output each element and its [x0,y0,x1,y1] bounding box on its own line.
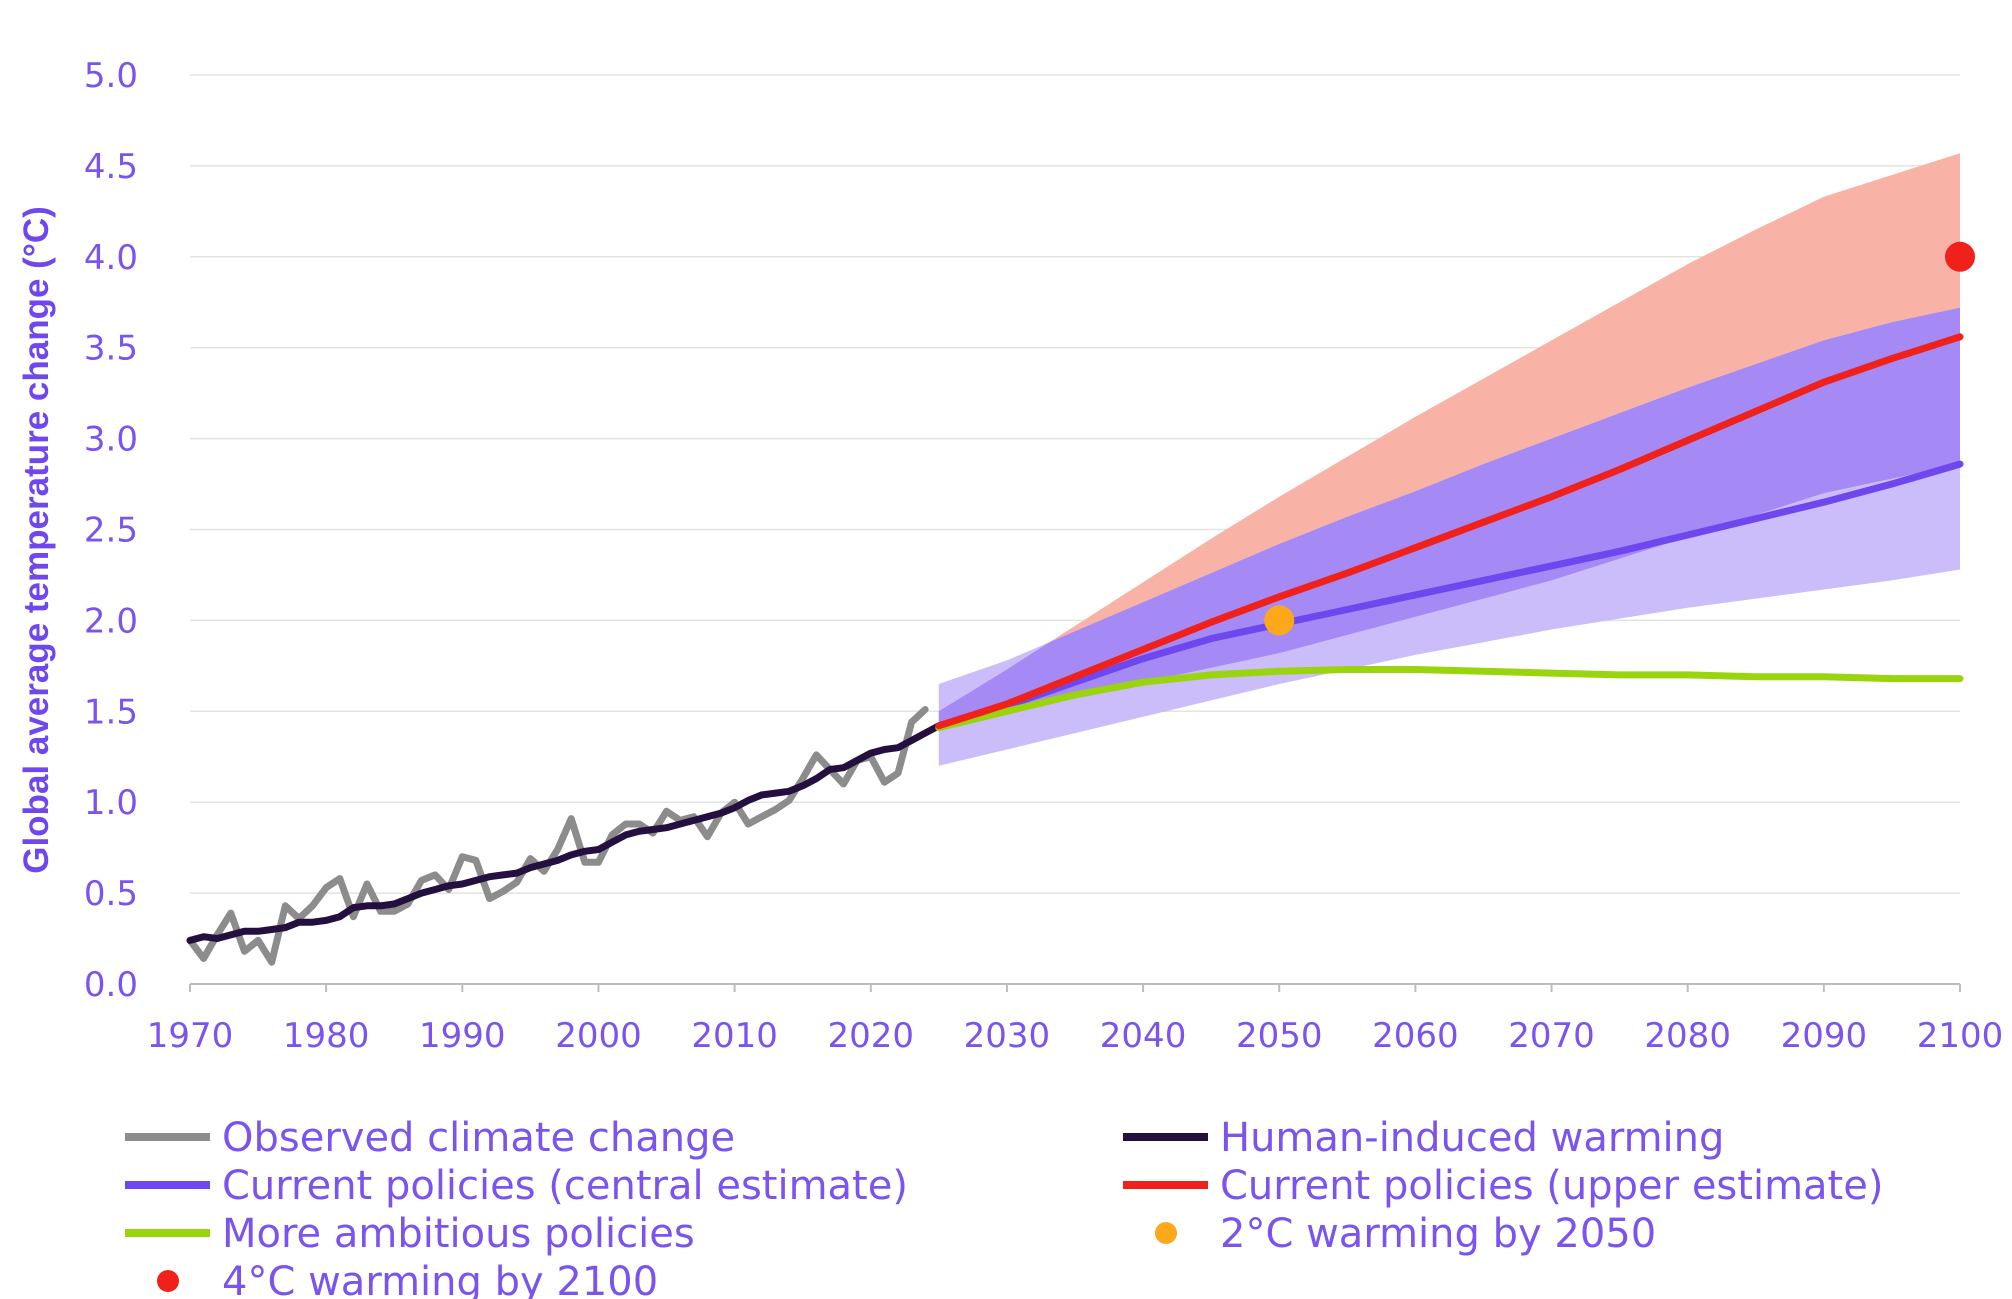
x-tick-label: 1990 [419,1016,506,1056]
x-tick-label: 2050 [1236,1016,1323,1056]
legend-label: More ambitious policies [222,1211,695,1257]
x-tick-label: 2020 [828,1016,915,1056]
x-tick-label: 1970 [147,1016,234,1056]
y-tick-label: 4.5 [84,147,138,187]
legend-label: Current policies (central estimate) [222,1163,908,1209]
legend-label: Current policies (upper estimate) [1220,1163,1883,1209]
x-tick-label: 2030 [964,1016,1051,1056]
x-tick-label: 2080 [1644,1016,1731,1056]
legend: Observed climate change Human-induced war… [125,1115,1883,1299]
legend-item: Human-induced warming [1123,1115,1724,1161]
current-policies-upper-line [935,333,1964,730]
x-tick-label: 2090 [1781,1016,1868,1056]
y-tick-label: 5.0 [84,56,138,96]
more-ambitious-policies-line [935,666,1964,732]
y-tick-label: 0.0 [84,965,138,1005]
y-tick-label: 2.5 [84,511,138,551]
legend-label: 4°C warming by 2100 [222,1259,658,1299]
legend-label: 2°C warming by 2050 [1220,1211,1656,1257]
axes: 0.0 0.5 1.0 1.5 2.0 2.5 3.0 3.5 4.0 4.5 5.0 1970 198… [84,56,2003,1056]
human-induced-warming-line [186,722,943,944]
series-lines [186,333,1964,966]
y-tick-label: 3.0 [84,420,138,460]
y-axis-title: Global average temperature change (°C) [17,206,56,874]
legend-swatch [157,1270,179,1292]
legend-label: Observed climate change [222,1115,735,1161]
x-tick-label: 1980 [283,1016,370,1056]
legend-label: Human-induced warming [1220,1115,1724,1161]
markers [1264,241,1975,636]
x-tick-label: 2060 [1372,1016,1459,1056]
legend-swatch [1155,1222,1177,1244]
y-tick-label: 3.5 [84,329,138,369]
y-tick-label: 4.0 [84,238,138,278]
legend-item: Current policies (central estimate) [125,1163,908,1209]
y-tick-label: 1.5 [84,692,138,732]
y-tick-label: 2.0 [84,601,138,641]
legend-item: 4°C warming by 2100 [157,1259,658,1299]
x-tick-label: 2000 [555,1016,642,1056]
legend-item: More ambitious policies [125,1211,695,1257]
x-tick-label: 2010 [691,1016,778,1056]
gridlines [190,74,1960,894]
x-tick-label: 2040 [1100,1016,1187,1056]
current-policies-central-line [935,460,1964,730]
legend-item: Current policies (upper estimate) [1123,1163,1883,1209]
marker-4c-2100 [1945,241,1975,272]
legend-item: Observed climate change [125,1115,735,1161]
y-tick-label: 1.0 [84,783,138,823]
x-tick-label: 2070 [1508,1016,1595,1056]
x-tick-label: 2100 [1917,1016,2004,1056]
y-tick-label: 0.5 [84,874,138,914]
marker-2c-2050 [1264,605,1295,636]
legend-item: 2°C warming by 2050 [1155,1211,1656,1257]
observed-climate-change-line [186,706,929,966]
